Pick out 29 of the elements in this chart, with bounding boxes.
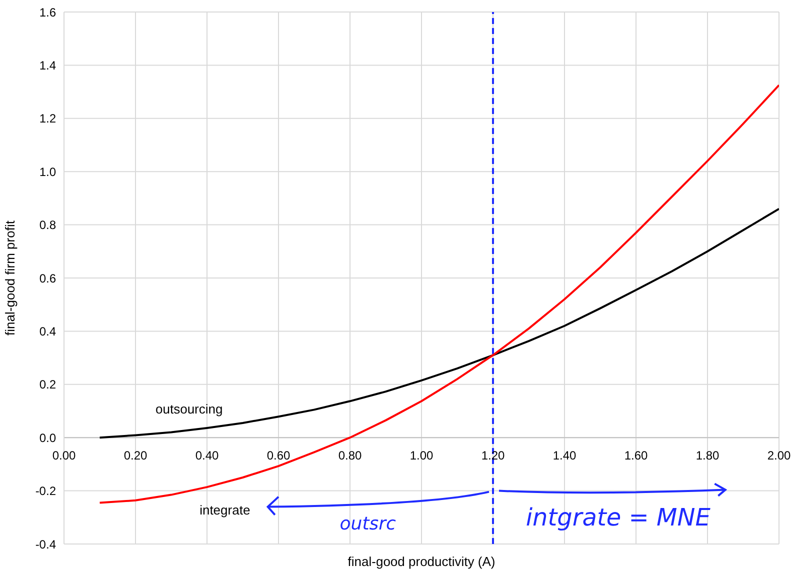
line-series [98, 208, 779, 439]
y-tick-label: 1.2 [39, 112, 56, 126]
x-tick-label: 0.20 [124, 448, 148, 463]
x-tick-label: 1.60 [624, 448, 648, 463]
y-tick-label: -0.2 [35, 484, 56, 498]
y-tick-label: -0.4 [35, 537, 56, 552]
y-tick-label: 0.2 [39, 378, 56, 392]
annotation: outsrc [340, 513, 396, 534]
x-axis-title: final-good productivity (A) [348, 554, 496, 569]
x-tick-label: 0.60 [266, 448, 290, 463]
x-tick-label: 2.00 [767, 448, 791, 463]
annotation: intgrate = MNE [526, 503, 712, 532]
series-label: outsourcing [156, 402, 223, 417]
y-tick-label: 0.6 [39, 271, 56, 286]
y-tick-label: 0.8 [39, 218, 56, 232]
x-tick-label: 1.20 [481, 448, 505, 463]
y-tick-label: 1.6 [39, 5, 56, 20]
y-tick-label: 0.4 [39, 324, 56, 338]
y-tick-label: 0.0 [39, 430, 56, 445]
y-tick-label: 1.0 [39, 164, 56, 179]
series-label: integrate [200, 502, 250, 518]
x-tick-label: 1.80 [696, 448, 720, 463]
x-tick-label: 0.00 [52, 448, 76, 463]
y-tick-label: 1.4 [39, 58, 56, 72]
y-axis-title: final-good firm profit [2, 220, 18, 336]
x-tick-label: 1.40 [552, 448, 576, 463]
x-tick-label: 0.80 [338, 448, 362, 463]
x-tick-label: 0.40 [195, 448, 219, 463]
x-tick-label: 1.00 [410, 448, 434, 463]
